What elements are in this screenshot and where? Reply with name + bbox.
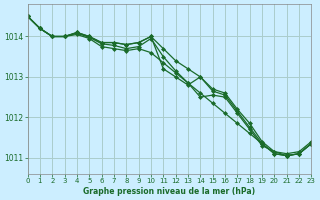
X-axis label: Graphe pression niveau de la mer (hPa): Graphe pression niveau de la mer (hPa) xyxy=(84,187,256,196)
